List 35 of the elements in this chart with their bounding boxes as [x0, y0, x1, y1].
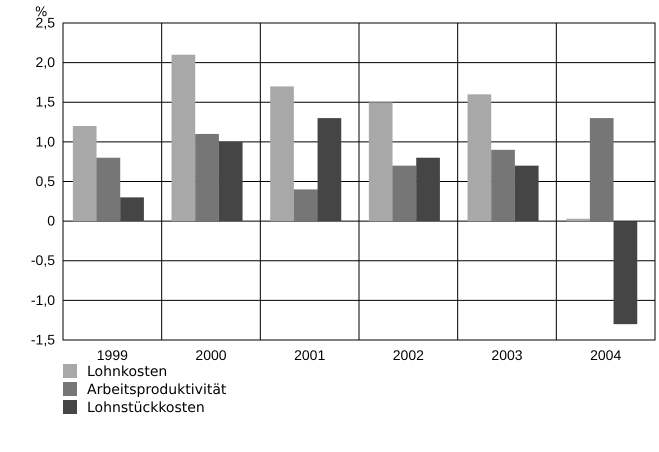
x-tick-label: 2002	[392, 346, 424, 363]
bar	[96, 158, 120, 222]
y-tick-label: -0,5	[30, 252, 56, 268]
bar	[566, 218, 590, 222]
legend-label: Arbeitsproduktivität	[87, 382, 227, 398]
x-tick-label: 2003	[491, 346, 523, 363]
y-tick-label: -1,0	[30, 292, 56, 308]
bar	[416, 158, 440, 222]
y-tick-label: 1,0	[36, 133, 56, 150]
bar	[294, 189, 318, 222]
bar	[392, 166, 416, 222]
bar	[172, 54, 196, 222]
y-tick-label: 0	[47, 212, 56, 229]
bar	[318, 118, 342, 222]
x-tick-label: 2001	[294, 346, 326, 363]
x-tick-label: 2000	[195, 346, 227, 363]
bar	[218, 142, 243, 222]
bar	[72, 126, 97, 222]
bar	[614, 221, 638, 324]
y-tick-label: 0,5	[36, 172, 56, 189]
bar	[491, 150, 515, 222]
y-tick-label: -1,5	[30, 331, 56, 348]
x-tick-label: 2004	[590, 346, 622, 363]
bar	[120, 197, 144, 222]
bar	[514, 166, 539, 222]
bar	[590, 118, 614, 222]
legend-label: Lohnstückkosten	[87, 400, 205, 416]
bar	[368, 102, 393, 222]
bar	[195, 134, 219, 222]
y-tick-label: 2,0	[36, 54, 56, 70]
bar	[468, 94, 492, 222]
legend-label: Lohnkosten	[87, 364, 168, 380]
y-tick-label: 1,5	[36, 94, 56, 110]
x-tick-label: 1999	[96, 346, 128, 363]
bar	[270, 86, 294, 222]
